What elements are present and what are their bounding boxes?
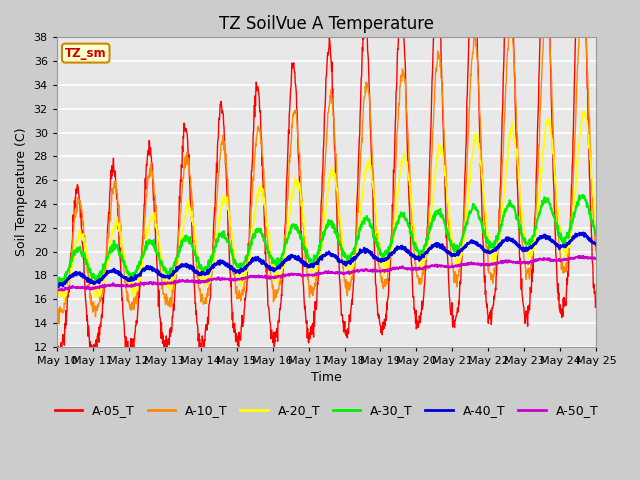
Line: A-20_T: A-20_T [57, 111, 596, 302]
A-50_T [234, 276, 241, 282]
A-40_T [481, 248, 489, 253]
A-50_T [173, 280, 181, 286]
Line: A-50_T: A-50_T [57, 256, 596, 290]
A-30_T [160, 267, 168, 273]
Y-axis label: Soil Temperature (C): Soil Temperature (C) [15, 128, 28, 256]
A-50_T [481, 262, 489, 268]
A-05_T [234, 342, 241, 348]
A-50_T [593, 255, 600, 261]
A-30_T [173, 254, 181, 260]
A-05_T [55, 358, 63, 363]
A-10_T [234, 292, 241, 298]
A-40_T [160, 274, 168, 280]
A-10_T [593, 251, 600, 256]
A-10_T [160, 291, 168, 297]
Line: A-30_T: A-30_T [57, 195, 596, 285]
A-10_T [53, 307, 61, 312]
Title: TZ SoilVue A Temperature: TZ SoilVue A Temperature [219, 15, 434, 33]
A-40_T [55, 284, 63, 290]
Line: A-10_T: A-10_T [57, 0, 596, 324]
Text: TZ_sm: TZ_sm [65, 47, 106, 60]
A-05_T [593, 298, 600, 303]
A-50_T [160, 280, 168, 286]
A-30_T [481, 227, 489, 233]
A-30_T [411, 241, 419, 247]
A-40_T [173, 267, 181, 273]
A-10_T [529, 249, 536, 255]
A-10_T [481, 219, 489, 225]
A-10_T [411, 253, 419, 259]
A-40_T [234, 267, 241, 273]
A-05_T [411, 306, 419, 312]
A-40_T [529, 243, 536, 249]
A-30_T [60, 282, 67, 288]
A-10_T [55, 321, 63, 327]
A-20_T [173, 263, 181, 268]
A-30_T [234, 262, 241, 267]
A-50_T [411, 266, 419, 272]
A-20_T [529, 246, 536, 252]
A-40_T [411, 253, 419, 259]
X-axis label: Time: Time [311, 372, 342, 384]
A-20_T [53, 287, 61, 293]
A-20_T [481, 205, 489, 211]
A-05_T [53, 346, 61, 352]
A-20_T [160, 266, 168, 272]
A-05_T [160, 348, 168, 354]
Line: A-40_T: A-40_T [57, 233, 596, 287]
A-30_T [593, 233, 600, 239]
A-30_T [579, 192, 587, 198]
A-40_T [593, 242, 600, 248]
Legend: A-05_T, A-10_T, A-20_T, A-30_T, A-40_T, A-50_T: A-05_T, A-10_T, A-20_T, A-30_T, A-40_T, … [50, 399, 604, 422]
A-20_T [234, 265, 241, 271]
A-40_T [579, 230, 587, 236]
A-40_T [53, 281, 61, 287]
A-20_T [593, 224, 600, 229]
A-20_T [411, 229, 419, 235]
A-30_T [53, 275, 61, 281]
Line: A-05_T: A-05_T [57, 0, 596, 360]
A-20_T [60, 299, 68, 305]
A-20_T [580, 108, 588, 114]
A-50_T [53, 288, 61, 293]
A-05_T [173, 254, 181, 260]
A-05_T [481, 273, 489, 278]
A-50_T [529, 259, 536, 264]
A-30_T [529, 233, 536, 239]
A-05_T [529, 257, 536, 263]
A-10_T [173, 254, 181, 260]
A-50_T [576, 253, 584, 259]
A-50_T [54, 288, 62, 293]
